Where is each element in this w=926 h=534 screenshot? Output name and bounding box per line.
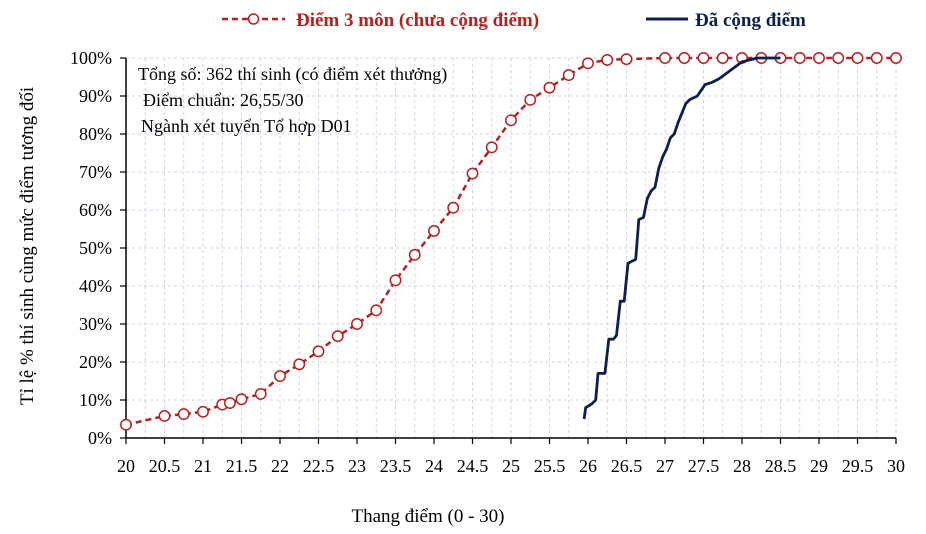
series (120, 52, 902, 431)
x-tick-label: 26.5 (611, 456, 643, 476)
data-point-chua-cong-diem (562, 69, 575, 82)
x-tick-label: 24.5 (457, 456, 489, 476)
x-tick-label: 29.5 (842, 456, 874, 476)
data-point-chua-cong-diem (351, 318, 363, 330)
x-tick-label: 26 (579, 456, 597, 476)
data-point-chua-cong-diem (428, 224, 440, 237)
data-point-chua-cong-diem (890, 52, 902, 64)
y-tick-label: 100% (70, 48, 112, 68)
y-tick-label: 40% (79, 276, 112, 296)
data-point-chua-cong-diem (408, 248, 421, 261)
data-point-chua-cong-diem (235, 393, 248, 406)
x-tick-label: 25.5 (534, 456, 566, 476)
legend-label-series-2: Đã cộng điểm (695, 10, 806, 31)
data-point-chua-cong-diem (120, 418, 132, 431)
y-tick-label: 30% (79, 314, 112, 334)
y-tick-label: 10% (79, 390, 112, 410)
data-point-chua-cong-diem (224, 397, 236, 409)
x-axis-title: Thang điểm (0 - 30) (351, 506, 504, 527)
y-tick-label: 80% (79, 124, 112, 144)
axes: 20 20.5 21 21.5 22 22.5 23 23.5 24 24.5 25 25.5 26 26… (70, 48, 905, 476)
data-point-chua-cong-diem (870, 52, 883, 64)
data-point-chua-cong-diem (793, 52, 806, 64)
data-point-chua-cong-diem (466, 167, 479, 180)
data-point-chua-cong-diem (177, 408, 190, 421)
data-point-chua-cong-diem (505, 114, 517, 127)
data-point-chua-cong-diem (524, 93, 537, 106)
x-tick-label: 29 (810, 456, 828, 476)
x-tick-label: 21.5 (226, 456, 258, 476)
y-tick-label: 50% (79, 238, 112, 258)
x-tick-label: 21 (194, 456, 212, 476)
x-tick-label: 28 (733, 456, 751, 476)
data-point-chua-cong-diem (659, 52, 671, 64)
x-tick-label: 20.5 (149, 456, 181, 476)
grid (126, 57, 897, 438)
y-tick-label: 60% (79, 200, 112, 220)
data-point-chua-cong-diem (851, 52, 864, 64)
annotation-total: Tổng số: 362 thí sinh (có điểm xét thưởn… (138, 64, 447, 85)
data-point-chua-cong-diem (485, 141, 498, 154)
data-point-chua-cong-diem (678, 52, 691, 64)
annotation-block: Tổng số: 362 thí sinh (có điểm xét thưởn… (138, 64, 447, 136)
data-point-chua-cong-diem (601, 53, 614, 66)
data-point-chua-cong-diem (370, 304, 383, 317)
x-tick-label: 23.5 (380, 456, 412, 476)
x-tick-label: 27 (656, 456, 674, 476)
data-point-chua-cong-diem (331, 330, 344, 343)
data-point-chua-cong-diem (389, 274, 402, 287)
data-point-chua-cong-diem (447, 201, 460, 214)
x-tick-label: 25 (502, 456, 520, 476)
data-point-chua-cong-diem (274, 370, 286, 383)
data-point-chua-cong-diem (582, 57, 594, 70)
x-tick-label: 24 (425, 456, 443, 476)
data-point-chua-cong-diem (543, 81, 556, 94)
data-point-chua-cong-diem (158, 410, 171, 422)
y-axis-title: Tỉ lệ % thí sinh cùng mức điểm tương đối (17, 87, 38, 405)
data-point-chua-cong-diem (197, 405, 209, 418)
annotation-cutoff: Điểm chuẩn: 26,55/30 (143, 90, 303, 110)
y-tick-label: 70% (79, 162, 112, 182)
annotation-major: Ngành xét tuyển Tổ hợp D01 (141, 116, 352, 136)
legend: Điểm 3 môn (chưa cộng điểm) Đã cộng điểm (222, 10, 806, 31)
x-tick-label: 22.5 (303, 456, 335, 476)
data-point-chua-cong-diem (716, 52, 729, 64)
data-point-chua-cong-diem (620, 53, 633, 66)
data-point-chua-cong-diem (697, 52, 710, 64)
x-tick-label: 22 (271, 456, 289, 476)
data-point-chua-cong-diem (254, 387, 267, 400)
x-tick-label: 20 (117, 456, 135, 476)
data-point-chua-cong-diem (293, 358, 306, 371)
data-point-chua-cong-diem (312, 345, 325, 358)
data-point-chua-cong-diem (832, 52, 845, 64)
y-tick-label: 90% (79, 86, 112, 106)
legend-marker-series-1 (247, 13, 260, 25)
data-point-chua-cong-diem (813, 52, 825, 64)
series-line-da-cong-diem (582, 56, 781, 420)
x-tick-label: 27.5 (688, 456, 720, 476)
x-tick-label: 30 (887, 456, 905, 476)
y-tick-label: 20% (79, 352, 112, 372)
x-tick-label: 28.5 (765, 456, 797, 476)
legend-label-series-1: Điểm 3 môn (chưa cộng điểm) (296, 10, 539, 31)
x-tick-label: 23 (348, 456, 366, 476)
y-tick-label: 0% (88, 428, 112, 448)
